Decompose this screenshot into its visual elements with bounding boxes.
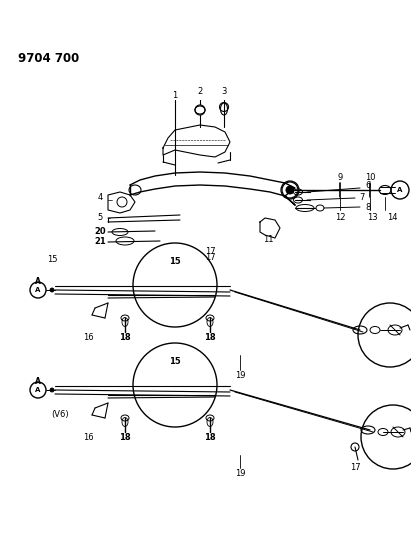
Text: 18: 18 xyxy=(119,334,131,343)
Text: 17: 17 xyxy=(205,247,215,256)
Text: (V6): (V6) xyxy=(51,410,69,419)
Text: 16: 16 xyxy=(83,432,93,441)
Circle shape xyxy=(195,105,205,115)
Text: 4: 4 xyxy=(97,192,103,201)
Text: 10: 10 xyxy=(365,174,375,182)
Text: A: A xyxy=(35,377,41,386)
Text: 9704 700: 9704 700 xyxy=(18,52,79,65)
Text: 19: 19 xyxy=(235,469,245,478)
Text: 6: 6 xyxy=(365,181,371,190)
Text: 21: 21 xyxy=(94,238,106,246)
Text: 1: 1 xyxy=(172,91,178,100)
Text: 15: 15 xyxy=(47,255,57,264)
Text: 17: 17 xyxy=(350,464,360,472)
Text: 5: 5 xyxy=(97,214,103,222)
Text: 17: 17 xyxy=(205,253,215,262)
Text: 18: 18 xyxy=(119,433,131,442)
Text: 18: 18 xyxy=(204,433,216,442)
Text: A: A xyxy=(35,278,41,287)
Text: 2: 2 xyxy=(197,87,203,96)
Text: A: A xyxy=(35,287,41,293)
Text: 3: 3 xyxy=(221,87,227,96)
Text: A: A xyxy=(397,187,403,193)
Text: 8: 8 xyxy=(365,203,371,212)
Circle shape xyxy=(286,186,294,194)
Text: 11: 11 xyxy=(263,236,273,245)
Text: 19: 19 xyxy=(235,370,245,379)
Circle shape xyxy=(50,288,54,292)
Text: 14: 14 xyxy=(387,213,397,222)
Text: 12: 12 xyxy=(335,213,345,222)
Text: 9: 9 xyxy=(337,174,343,182)
Text: 15: 15 xyxy=(169,357,181,366)
Text: 20: 20 xyxy=(94,228,106,237)
Text: 7: 7 xyxy=(359,193,365,203)
Text: 15: 15 xyxy=(169,256,181,265)
Text: 13: 13 xyxy=(367,213,377,222)
Text: A: A xyxy=(35,387,41,393)
Text: 16: 16 xyxy=(83,333,93,342)
Circle shape xyxy=(50,388,54,392)
Text: 18: 18 xyxy=(204,334,216,343)
